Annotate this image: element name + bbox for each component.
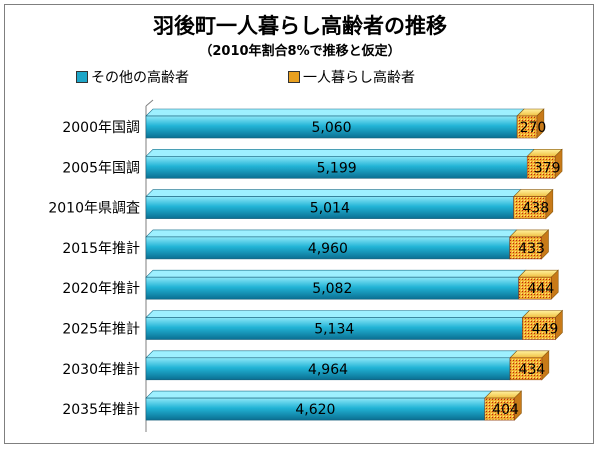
value-label-other-5: 5,082 bbox=[312, 281, 352, 297]
category-label-4: 2015年推計 bbox=[62, 241, 140, 257]
bar-alone-3 bbox=[513, 196, 547, 219]
value-label-alone-7: 434 bbox=[519, 362, 546, 378]
legend-label-living-alone: 一人暮らし高齢者 bbox=[303, 70, 415, 86]
category-label-8: 2035年推計 bbox=[62, 402, 140, 418]
value-label-alone-3: 438 bbox=[522, 201, 549, 217]
bar-top-other-1 bbox=[145, 108, 525, 117]
bar-top-other-7 bbox=[145, 350, 518, 359]
bar-alone-7 bbox=[509, 357, 543, 381]
value-label-alone-1: 270 bbox=[520, 120, 547, 136]
category-label-1: 2000年国調 bbox=[62, 120, 140, 136]
bar-top-other-3 bbox=[145, 189, 522, 197]
category-label-2: 2005年国調 bbox=[62, 160, 140, 176]
value-label-other-4: 4,960 bbox=[308, 241, 348, 257]
chart-frame bbox=[4, 4, 594, 444]
legend-label-other-elderly: その他の高齢者 bbox=[91, 70, 189, 86]
bar-top-other-8 bbox=[145, 390, 493, 399]
value-label-other-6: 5,134 bbox=[314, 322, 354, 338]
bar-alone-5 bbox=[518, 276, 552, 300]
value-label-other-7: 4,964 bbox=[308, 362, 348, 378]
chart-subtitle: （2010年割合8%で推移と仮定） bbox=[199, 44, 401, 59]
axis-depth-line bbox=[145, 99, 154, 107]
value-label-other-1: 5,060 bbox=[311, 120, 351, 136]
value-label-alone-5: 444 bbox=[528, 281, 555, 297]
category-label-6: 2025年推計 bbox=[62, 322, 140, 338]
bar-alone-6 bbox=[522, 317, 556, 340]
legend-swatch-other-elderly bbox=[76, 71, 88, 83]
value-label-alone-8: 404 bbox=[492, 402, 519, 418]
bar-top-other-6 bbox=[145, 310, 531, 318]
value-label-alone-4: 433 bbox=[518, 241, 545, 257]
bar-alone-1 bbox=[516, 115, 538, 139]
value-label-other-8: 4,620 bbox=[295, 402, 335, 418]
value-label-other-3: 5,014 bbox=[310, 201, 350, 217]
value-label-other-2: 5,199 bbox=[317, 160, 357, 176]
category-label-3: 2010年県調査 bbox=[48, 201, 140, 217]
bar-top-other-4 bbox=[145, 229, 518, 238]
bar-alone-2 bbox=[526, 156, 556, 179]
value-label-alone-6: 449 bbox=[532, 322, 559, 338]
bar-alone-4 bbox=[509, 236, 542, 260]
category-label-7: 2030年推計 bbox=[62, 362, 140, 378]
category-label-5: 2020年推計 bbox=[62, 281, 140, 297]
legend-item-other-elderly: その他の高齢者 bbox=[76, 67, 189, 87]
legend-item-living-alone: 一人暮らし高齢者 bbox=[288, 67, 415, 87]
bar-alone-8 bbox=[484, 397, 515, 421]
legend-swatch-living-alone bbox=[288, 71, 300, 83]
bar-top-other-2 bbox=[145, 149, 535, 157]
chart-title: 羽後町一人暮らし高齢者の推移 bbox=[153, 14, 447, 38]
bar-top-other-5 bbox=[145, 269, 527, 278]
value-label-alone-2: 379 bbox=[534, 160, 561, 176]
